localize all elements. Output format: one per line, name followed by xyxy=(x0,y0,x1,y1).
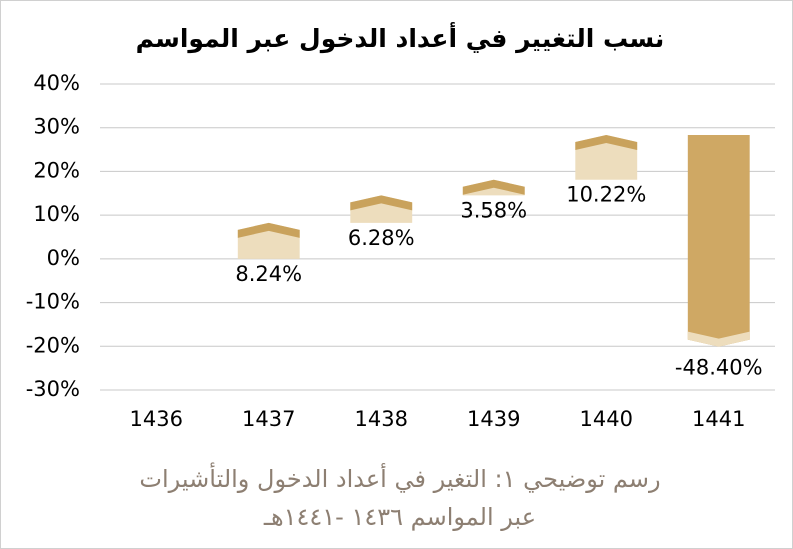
y-tick-label: -10% xyxy=(26,290,80,314)
x-tick-label: 1437 xyxy=(242,407,295,431)
y-tick-label: 30% xyxy=(33,115,80,139)
chart-title: نسب التغيير في أعداد الدخول عبر المواسم xyxy=(136,22,665,54)
caption: عبر المواسم ١٤٣٦ -١٤٤١هـ xyxy=(263,503,536,531)
bar-cap xyxy=(350,195,413,211)
bar xyxy=(687,135,750,347)
x-tick-label: 1441 xyxy=(692,407,745,431)
caption: رسم توضيحي ١: التغير في أعداد الدخول وال… xyxy=(139,462,660,493)
bar-cap xyxy=(687,331,750,347)
x-tick-label: 1436 xyxy=(130,407,183,431)
y-tick-label: -20% xyxy=(26,333,80,357)
x-tick-label: 1440 xyxy=(580,407,633,431)
y-tick-label: 20% xyxy=(33,158,80,182)
y-tick-label: 40% xyxy=(33,71,80,95)
data-label: 10.22% xyxy=(566,183,646,207)
data-label: 6.28% xyxy=(348,226,415,250)
data-label: 3.58% xyxy=(460,198,527,222)
bar-cap xyxy=(575,135,638,151)
bar-cap xyxy=(237,222,300,238)
y-tick-label: -30% xyxy=(26,377,80,401)
y-tick-label: 10% xyxy=(33,202,80,226)
y-tick-label: 0% xyxy=(47,246,80,270)
bar-cap xyxy=(462,179,525,195)
data-label: 8.24% xyxy=(235,262,302,286)
x-tick-label: 1439 xyxy=(467,407,520,431)
x-tick-label: 1438 xyxy=(355,407,408,431)
data-label: -48.40% xyxy=(675,356,763,380)
